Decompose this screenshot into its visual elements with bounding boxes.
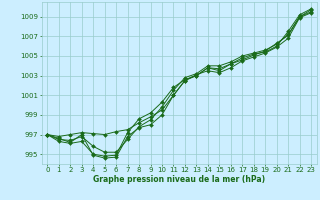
X-axis label: Graphe pression niveau de la mer (hPa): Graphe pression niveau de la mer (hPa): [93, 175, 265, 184]
